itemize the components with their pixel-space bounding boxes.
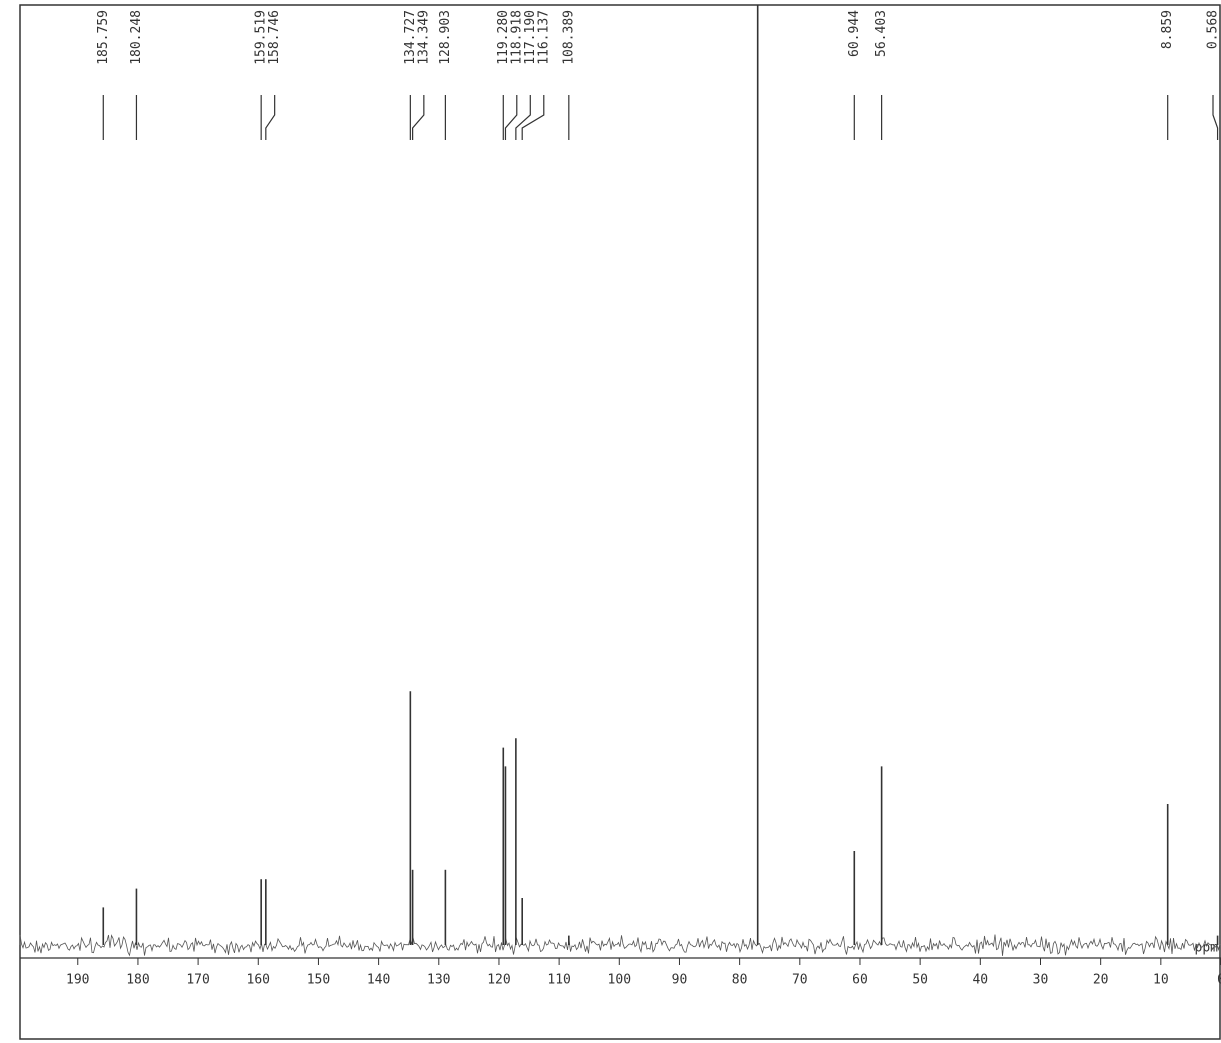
x-tick-label: 80 (732, 973, 748, 988)
x-tick-label: 130 (427, 973, 450, 988)
peak-label: 118.918 (509, 10, 524, 65)
peak-label: 117.190 (523, 10, 538, 65)
x-tick-label: 40 (972, 973, 988, 988)
peak-label: 134.349 (416, 10, 431, 65)
x-axis-label: ppm (1195, 941, 1219, 956)
peak-label: 158.746 (267, 10, 282, 65)
x-tick-label: 10 (1153, 973, 1169, 988)
x-tick-label: 50 (912, 973, 928, 988)
x-tick-label: 70 (792, 973, 808, 988)
peak-label: 56.403 (874, 10, 889, 57)
x-tick-label: 0 (1217, 973, 1221, 988)
x-tick-label: 150 (307, 973, 330, 988)
peak-label-connector (265, 95, 276, 140)
peak-label: 60.944 (847, 10, 862, 57)
peak-label: 185.759 (96, 10, 111, 65)
peak-label: 116.137 (536, 10, 551, 65)
x-tick-label: 100 (608, 973, 631, 988)
x-tick-label: 110 (547, 973, 570, 988)
x-tick-label: 140 (367, 973, 390, 988)
x-tick-label: 120 (487, 973, 510, 988)
peak-label: 159.519 (254, 10, 269, 65)
peak-label-connector (521, 95, 545, 140)
peak-label-connector (412, 95, 425, 140)
x-tick-label: 190 (66, 973, 89, 988)
peak-label: 8.859 (1160, 10, 1175, 49)
frame (19, 4, 1221, 1040)
peak-label: 134.727 (403, 10, 418, 65)
x-tick-label: 30 (1033, 973, 1049, 988)
peak-label: 119.280 (496, 10, 511, 65)
x-tick-label: 90 (672, 973, 688, 988)
x-tick-label: 160 (247, 973, 270, 988)
peak-label: 128.903 (438, 10, 453, 65)
x-tick-label: 170 (186, 973, 209, 988)
peak-label-connector (515, 95, 531, 140)
peak-label: 108.389 (561, 10, 576, 65)
x-tick-label: 180 (126, 973, 149, 988)
peak-label: 180.248 (129, 10, 144, 65)
peak-label: 0.568 (1206, 10, 1221, 49)
x-tick-label: 20 (1093, 973, 1109, 988)
peak-label-connector (504, 95, 518, 140)
peak-label-connector (1212, 95, 1219, 140)
baseline-noise (19, 934, 1221, 957)
x-tick-label: 60 (852, 973, 868, 988)
